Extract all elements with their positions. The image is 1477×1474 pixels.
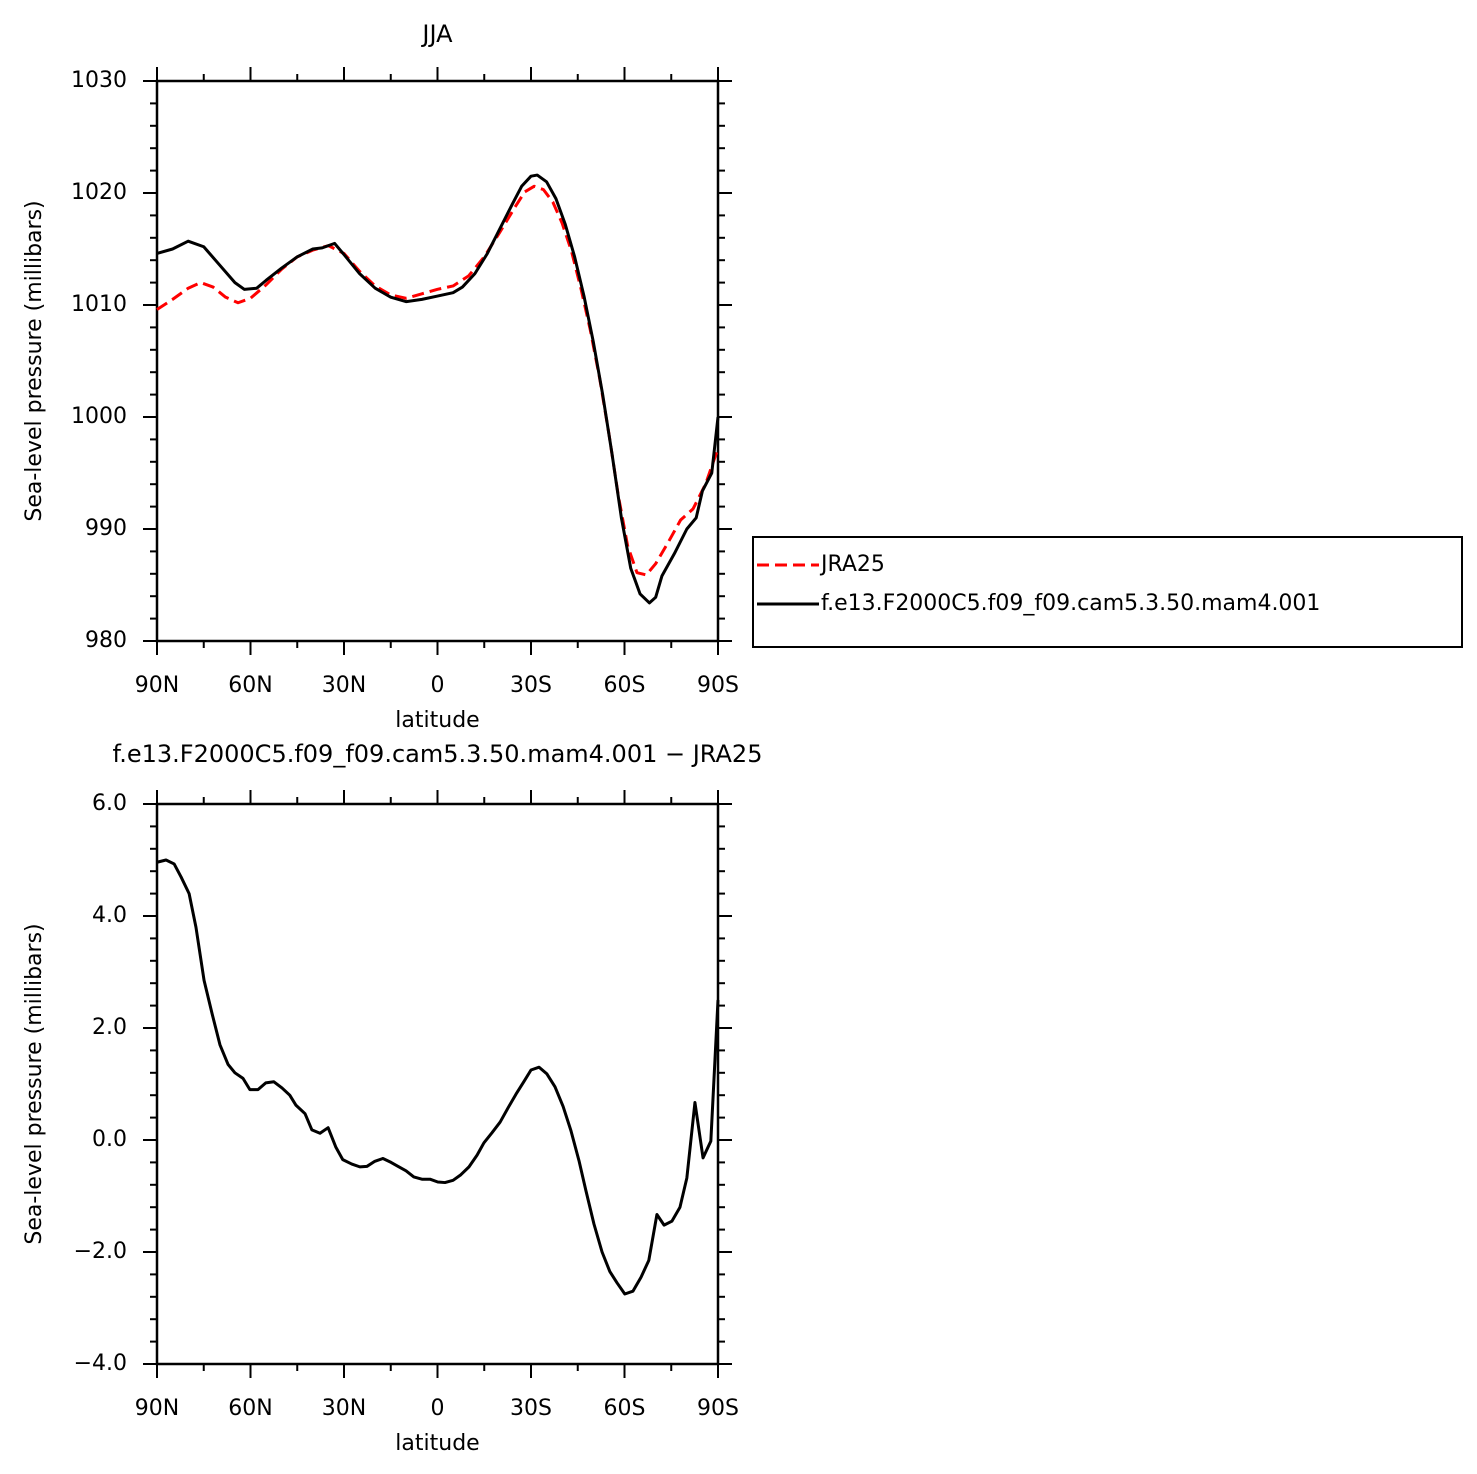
x-tick-label: 60N [228,673,272,698]
y-axis-label: Sea-level pressure (millibars) [22,200,47,521]
x-tick-label: 0 [431,1396,445,1421]
x-tick-label: 60N [228,1396,272,1421]
y-tick-label: 1020 [71,180,127,205]
chart-title: f.e13.F2000C5.f09_f09.cam5.3.50.mam4.001… [113,740,763,768]
x-tick-label: 30S [510,1396,552,1421]
legend-label: JRA25 [819,552,885,577]
y-tick-label: 990 [85,516,127,541]
x-tick-label: 0 [431,673,445,698]
plot-frame [155,79,720,643]
data-line [156,184,720,577]
x-tick-label: 90S [697,1396,739,1421]
x-tick-label: 90S [697,673,739,698]
y-tick-label: 2.0 [92,1015,127,1040]
x-tick-label: 60S [604,1396,646,1421]
legend-box [752,536,1463,648]
y-axis-label: Sea-level pressure (millibars) [22,923,47,1244]
x-axis-label: latitude [395,708,479,733]
legend-label: f.e13.F2000C5.f09_f09.cam5.3.50.mam4.001 [821,591,1320,616]
y-tick-label: 980 [85,628,127,653]
plot-frame [155,802,720,1366]
x-tick-label: 60S [604,673,646,698]
y-tick-label: 1010 [71,292,127,317]
chart-title: JJA [420,20,453,48]
x-tick-label: 30N [322,1396,366,1421]
x-tick-label: 30N [322,673,366,698]
y-tick-label: 1030 [71,68,127,93]
y-tick-label: 1000 [71,404,127,429]
data-line [156,173,720,605]
data-line [156,858,720,1296]
x-tick-label: 90N [135,673,179,698]
y-tick-label: −2.0 [74,1239,127,1264]
x-axis-label: latitude [395,1431,479,1456]
y-tick-label: 6.0 [92,791,127,816]
y-tick-label: 4.0 [92,903,127,928]
x-tick-label: 90N [135,1396,179,1421]
x-tick-label: 30S [510,673,552,698]
y-tick-label: −4.0 [74,1351,127,1376]
y-tick-label: 0.0 [92,1127,127,1152]
